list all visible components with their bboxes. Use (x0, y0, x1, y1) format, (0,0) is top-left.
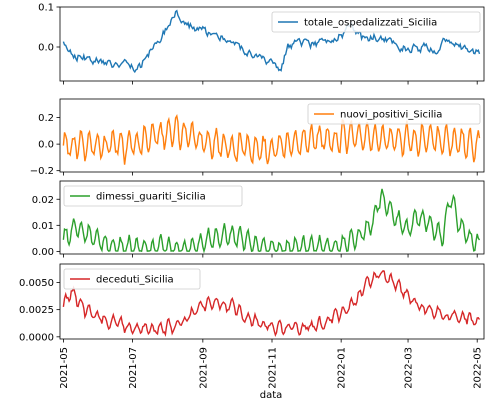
y-tick-label: 0.2 (38, 113, 54, 124)
y-tick-label: 0.0 (38, 43, 54, 54)
series-line-totale_ospedalizzati_Sicilia (62, 9, 481, 74)
x-tick-label: 2021-09 (198, 347, 209, 389)
legend: nuovi_positivi_Sicilia (307, 103, 481, 125)
legend-box (63, 185, 243, 207)
series-line-nuovi_positivi_Sicilia (62, 114, 481, 165)
series-line-dimessi_guariti_Sicilia (62, 188, 481, 254)
legend-box (63, 268, 201, 290)
panel-3: 0.02 0.01 0.00 dimessi_guariti_Sicilia (32, 180, 485, 258)
panel-2: 0.2 0.0 −0.2 nuovi_positivi_Sicilia (30, 98, 485, 177)
x-tick-label: 2022-01 (337, 347, 348, 389)
x-tick-label: 2021-11 (268, 347, 279, 389)
x-tick-label: 2021-07 (128, 347, 139, 389)
y-tick-label: 0.1 (38, 3, 54, 14)
legend: dimessi_guariti_Sicilia (63, 185, 243, 207)
y-tick-label: 0.0025 (19, 305, 54, 316)
y-tick-label: 0.02 (32, 195, 54, 206)
panel-1: 0.1 0.0 totale_ospedalizzati_Sicilia (38, 3, 485, 85)
legend-box (307, 103, 481, 125)
x-tick-label: 2022-03 (404, 347, 415, 389)
x-axis-label: data (260, 390, 283, 401)
legend-label: nuovi_positivi_Sicilia (340, 110, 442, 121)
legend-box (271, 11, 481, 33)
y-tick-label: 0.0050 (19, 278, 54, 289)
y-tick-label: −0.2 (30, 166, 54, 177)
x-tick-label: 2022-05 (473, 347, 484, 389)
legend-label: dimessi_guariti_Sicilia (96, 192, 206, 203)
y-tick-label: 0.01 (32, 221, 54, 232)
x-tick-label: 2021-05 (59, 347, 70, 389)
x-axis: 2021-05 2021-07 2021-09 2021-11 2022-01 2022-… (59, 347, 484, 389)
y-tick-label: 0.0000 (19, 332, 54, 343)
y-tick-label: 0.00 (32, 247, 54, 258)
series-line-deceduti_Sicilia (62, 269, 481, 337)
legend: totale_ospedalizzati_Sicilia (271, 11, 481, 33)
legend: deceduti_Sicilia (63, 268, 201, 290)
legend-label: deceduti_Sicilia (96, 275, 174, 286)
legend-label: totale_ospedalizzati_Sicilia (304, 18, 437, 29)
panel-4: 0.0050 0.0025 0.0000 deceduti_Sicilia (19, 263, 485, 343)
y-tick-label: 0.0 (38, 140, 54, 151)
